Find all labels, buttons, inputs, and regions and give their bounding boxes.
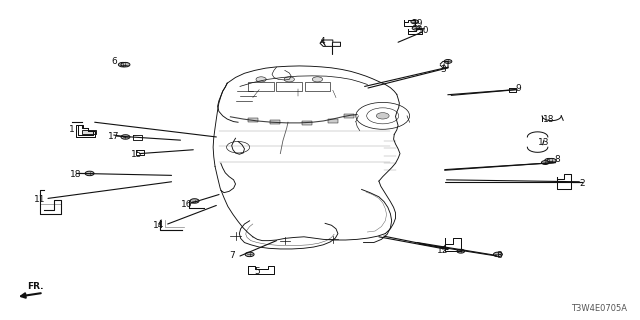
Text: 6: 6 (111, 57, 116, 66)
Bar (344, 114, 354, 118)
Circle shape (457, 249, 465, 253)
Circle shape (412, 26, 420, 30)
Text: 5: 5 (255, 267, 260, 276)
Bar (248, 82, 274, 91)
Text: 11: 11 (34, 196, 45, 204)
Circle shape (190, 199, 199, 203)
Bar (302, 121, 312, 125)
Circle shape (444, 60, 452, 63)
Bar (248, 118, 258, 122)
Bar (305, 82, 330, 91)
Circle shape (256, 77, 266, 82)
Text: 4: 4 (319, 37, 324, 46)
Text: 15: 15 (131, 150, 143, 159)
Circle shape (541, 161, 549, 164)
Text: 14: 14 (153, 221, 164, 230)
Circle shape (85, 171, 94, 176)
Text: 16: 16 (181, 200, 193, 209)
Circle shape (411, 20, 419, 24)
Bar (328, 119, 338, 123)
Text: 8: 8 (554, 155, 559, 164)
Bar (82, 130, 96, 134)
Text: 19: 19 (412, 19, 423, 28)
Text: 9: 9 (516, 84, 521, 93)
Text: 8: 8 (497, 252, 502, 260)
Circle shape (493, 252, 502, 257)
Text: 10: 10 (418, 26, 429, 35)
Text: 1: 1 (69, 125, 74, 134)
Circle shape (121, 62, 130, 67)
Circle shape (376, 113, 389, 119)
Circle shape (245, 252, 254, 257)
Text: 13: 13 (538, 138, 550, 147)
Text: 12: 12 (437, 246, 449, 255)
Circle shape (545, 158, 554, 163)
Text: T3W4E0705A: T3W4E0705A (572, 304, 627, 313)
Circle shape (547, 158, 556, 163)
Text: 7: 7 (230, 251, 235, 260)
Text: 18: 18 (543, 116, 555, 124)
Circle shape (312, 77, 323, 82)
Bar (270, 120, 280, 124)
Text: 3: 3 (441, 65, 446, 74)
Text: 2: 2 (580, 179, 585, 188)
Circle shape (121, 135, 130, 139)
Text: 17: 17 (108, 132, 120, 141)
Text: 18: 18 (70, 170, 81, 179)
Circle shape (284, 77, 294, 82)
Circle shape (118, 62, 127, 67)
Bar (276, 82, 302, 91)
Text: FR.: FR. (27, 282, 44, 291)
